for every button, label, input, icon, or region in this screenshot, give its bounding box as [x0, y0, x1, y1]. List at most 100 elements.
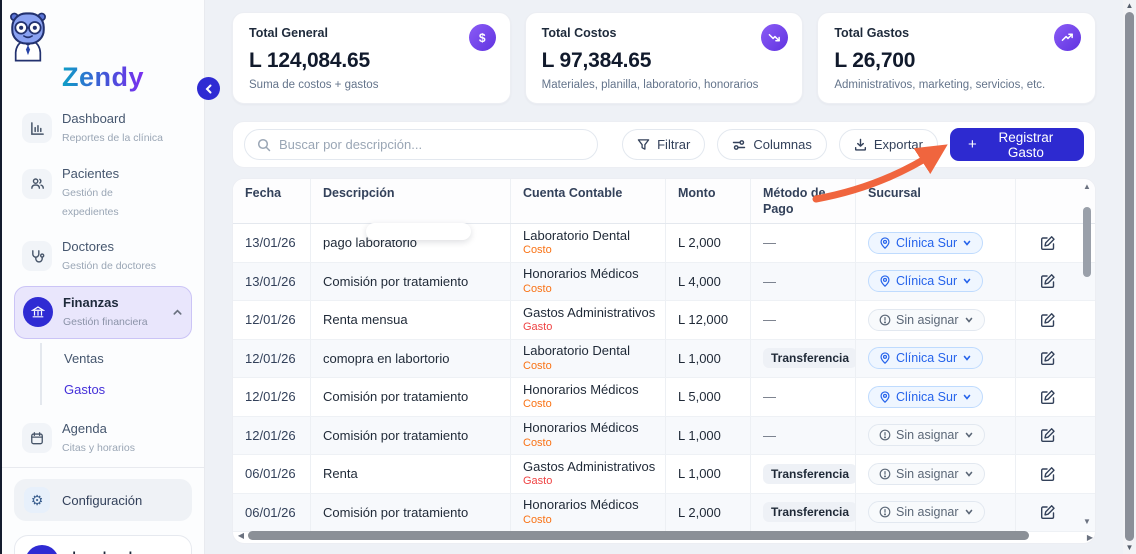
cell-metodo: — [751, 301, 856, 339]
chevron-down-icon [963, 394, 971, 400]
sidebar-footer: ⚙ Configuración DS dsandoval... Clínica … [2, 467, 204, 554]
cell-fecha: 12/01/26 [233, 301, 311, 339]
table-row: 13/01/26 Comisión por tratamiento Honorari… [233, 262, 1095, 301]
cell-descripcion: Comisión por tratamiento [311, 493, 511, 531]
cell-actions [1016, 494, 1079, 532]
edit-row-button[interactable] [1040, 466, 1056, 482]
header-metodo: Método de Pago [751, 179, 856, 223]
nav-sublabel: Gestión de expedientes [62, 187, 119, 218]
cell-monto: L 12,000 [666, 301, 751, 339]
map-pin-icon [880, 352, 890, 365]
cell-cuenta: Laboratorio Dental Costo [511, 224, 666, 262]
table-horizontal-scrollbar[interactable]: ◀ [235, 529, 1075, 542]
finanzas-submenu: Ventas Gastos [40, 342, 192, 405]
nav-label: Finanzas [63, 294, 119, 310]
sucursal-pill[interactable]: Sin asignar [868, 501, 985, 524]
brand-wordmark: Zendy [61, 62, 144, 92]
page-scroll-up-arrow[interactable]: ▲ [1125, 1, 1134, 10]
metodo-badge: Transferencia [763, 502, 855, 523]
cell-sucursal: Clínica Sur [856, 378, 1016, 416]
metodo-dash: — [763, 235, 776, 251]
card-value: L 26,700 [834, 49, 916, 72]
sucursal-pill[interactable]: Clínica Sur [868, 385, 984, 408]
search-box[interactable] [244, 129, 599, 160]
alert-circle-icon [879, 468, 891, 480]
card-total-costos: Total Costos L 97,384.65 Materiales, pla… [524, 12, 804, 104]
cell-actions [1016, 417, 1079, 455]
chevron-down-icon [963, 355, 971, 361]
sidebar-item-doctores[interactable]: Doctores Gestión de doctores [14, 231, 192, 282]
scroll-down-arrow[interactable]: ▼ [1083, 517, 1091, 526]
cell-monto: L 1,000 [666, 455, 751, 493]
edit-row-button[interactable] [1040, 427, 1056, 443]
page-scroll-down-arrow[interactable]: ▼ [1125, 543, 1134, 552]
funnel-icon [637, 139, 650, 150]
sucursal-pill[interactable]: Clínica Sur [868, 231, 984, 254]
horizontal-scroll-thumb[interactable] [248, 531, 1029, 540]
scroll-right-arrow[interactable]: ▶ [1086, 533, 1093, 542]
submenu-item-ventas[interactable]: Ventas [64, 350, 104, 366]
export-button[interactable]: Exportar [838, 129, 938, 160]
cell-cuenta: Gastos Administrativos Gasto [511, 301, 666, 339]
cell-sucursal: Sin asignar [856, 455, 1016, 493]
sidebar-collapse-button[interactable] [197, 77, 220, 100]
cell-monto: L 1,000 [666, 416, 751, 454]
edit-row-button[interactable] [1040, 312, 1056, 328]
table-vertical-scrollbar[interactable]: ▲ ▼ [1080, 181, 1094, 528]
sidebar-item-agenda[interactable]: Agenda Citas y horarios [14, 413, 192, 464]
register-expense-label: Registrar Gasto [998, 129, 1054, 160]
edit-icon [1040, 351, 1055, 366]
settings-label: Configuración [62, 492, 143, 508]
main-content: Total General $ L 124,084.65 Suma de cos… [205, 0, 1136, 554]
chevron-down-icon [965, 471, 972, 477]
cell-sucursal: Sin asignar [856, 301, 1016, 339]
card-value: L 124,084.65 [249, 49, 370, 72]
edit-row-button[interactable] [1040, 235, 1056, 251]
sucursal-pill[interactable]: Sin asignar [868, 462, 985, 485]
edit-row-button[interactable] [1040, 273, 1056, 289]
header-fecha: Fecha [233, 179, 311, 223]
submenu-item-gastos[interactable]: Gastos [64, 381, 106, 397]
edit-row-button[interactable] [1040, 504, 1056, 520]
sidebar-item-dashboard[interactable]: Dashboard Reportes de la clínica [14, 103, 192, 154]
register-expense-button[interactable]: + Registrar Gasto [950, 128, 1084, 161]
page-scroll-thumb[interactable] [1125, 12, 1134, 541]
metodo-badge: Transferencia [763, 348, 855, 369]
cell-actions [1016, 340, 1079, 378]
sidebar-item-pacientes[interactable]: Pacientes Gestión de expedientes [14, 158, 192, 227]
chevron-down-icon [963, 278, 971, 284]
window-left-edge [0, 0, 2, 554]
search-input[interactable] [279, 137, 586, 152]
nav-label: Pacientes [62, 165, 120, 181]
edit-row-button[interactable] [1040, 389, 1056, 405]
columns-button[interactable]: Columnas [717, 129, 827, 160]
header-descripcion: Descripción [311, 179, 511, 223]
user-name: dsandoval... [68, 549, 145, 554]
filter-label: Filtrar [657, 137, 691, 152]
settings-button[interactable]: ⚙ Configuración [14, 479, 192, 522]
card-subtitle: Administrativos, marketing, servicios, e… [834, 79, 1046, 91]
card-title: Total Gastos [834, 26, 910, 40]
sucursal-pill[interactable]: Sin asignar [868, 308, 985, 331]
sucursal-pill[interactable]: Sin asignar [868, 424, 985, 447]
cell-monto: L 2,000 [666, 493, 751, 531]
sidebar-item-finanzas[interactable]: Finanzas Gestión financiera [14, 285, 192, 339]
vertical-scroll-thumb[interactable] [1083, 207, 1091, 277]
cell-cuenta: Honorarios Médicos Costo [511, 493, 666, 531]
sucursal-pill[interactable]: Clínica Sur [868, 347, 984, 370]
user-card[interactable]: DS dsandoval... Clínica de pru... [14, 535, 192, 554]
page-scrollbar[interactable]: ▲ ▼ [1123, 0, 1136, 554]
scroll-left-arrow[interactable]: ◀ [237, 531, 245, 540]
cell-actions [1016, 301, 1079, 339]
map-pin-icon [880, 275, 890, 288]
plus-icon: + [968, 136, 977, 153]
cell-sucursal: Sin asignar [856, 416, 1016, 454]
metodo-dash: — [763, 312, 776, 328]
edit-row-button[interactable] [1040, 350, 1056, 366]
sucursal-pill[interactable]: Clínica Sur [868, 270, 984, 293]
table-row: 12/01/26 Comisión por tratamiento Honorari… [233, 378, 1095, 417]
scroll-up-arrow[interactable]: ▲ [1083, 182, 1091, 191]
filter-button[interactable]: Filtrar [622, 129, 706, 160]
alert-circle-icon [879, 506, 891, 518]
brand-logo: Zendy [2, 0, 204, 93]
